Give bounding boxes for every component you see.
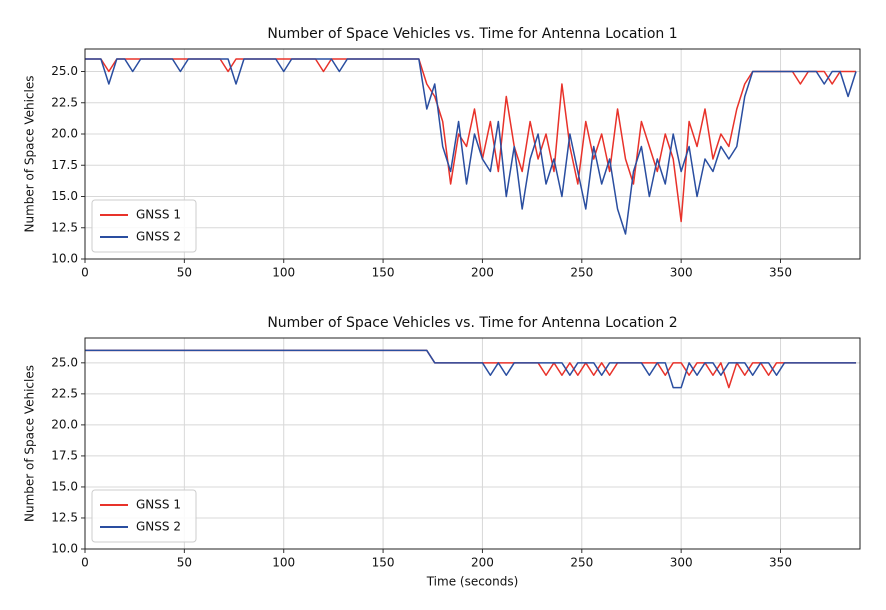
x-tick-label: 250: [570, 556, 593, 570]
y-tick-label: 15.0: [51, 479, 78, 493]
x-tick-label: 350: [769, 556, 792, 570]
chart-title: Number of Space Vehicles vs. Time for An…: [267, 26, 677, 42]
x-tick-label: 250: [570, 266, 593, 280]
x-tick-label: 50: [177, 266, 192, 280]
legend-label: GNSS 1: [136, 498, 181, 512]
legend-box: [91, 489, 197, 543]
x-tick-label: 50: [177, 556, 192, 570]
plot-area: [85, 349, 857, 389]
y-tick-label: 25.0: [51, 355, 78, 369]
y-tick-label: 20.0: [51, 417, 78, 431]
y-tick-label: 20.0: [51, 127, 78, 141]
y-tick-label: 17.5: [51, 158, 78, 172]
x-tick-label: 150: [372, 266, 395, 280]
y-tick-label: 22.5: [51, 95, 78, 109]
x-tick-label: 0: [81, 266, 89, 280]
x-tick-label: 300: [670, 266, 693, 280]
x-tick-label: 350: [769, 266, 792, 280]
plot-frame: [84, 337, 861, 550]
y-tick-label: 12.5: [51, 220, 78, 234]
y-axis-label: Number of Space Vehicles: [23, 76, 37, 233]
y-tick-label: 10.0: [51, 542, 78, 556]
series-line: [85, 349, 857, 389]
y-tick-label: 25.0: [51, 64, 78, 78]
chart-title: Number of Space Vehicles vs. Time for An…: [267, 315, 677, 331]
y-tick-label: 10.0: [51, 252, 78, 266]
y-axis-label: Number of Space Vehicles: [23, 365, 37, 522]
y-tick-label: 15.0: [51, 189, 78, 203]
y-tick-label: 12.5: [51, 510, 78, 524]
x-tick-label: 100: [272, 266, 295, 280]
series-line: [85, 349, 857, 389]
x-tick-label: 200: [471, 556, 494, 570]
y-tick-label: 17.5: [51, 448, 78, 462]
y-tick-label: 22.5: [51, 386, 78, 400]
legend-label: GNSS 2: [136, 520, 181, 534]
x-tick-label: 300: [670, 556, 693, 570]
legend-label: GNSS 2: [136, 230, 181, 244]
x-tick-label: 100: [272, 556, 295, 570]
x-axis-label: Time (seconds): [426, 575, 519, 589]
x-tick-label: 150: [372, 556, 395, 570]
series-line: [85, 58, 857, 235]
legend-box: [91, 199, 197, 253]
plot-frame: [84, 48, 861, 260]
series-line: [85, 58, 857, 223]
x-tick-label: 200: [471, 266, 494, 280]
x-tick-label: 0: [81, 556, 89, 570]
legend-label: GNSS 1: [136, 208, 181, 222]
plot-area: [85, 58, 857, 235]
